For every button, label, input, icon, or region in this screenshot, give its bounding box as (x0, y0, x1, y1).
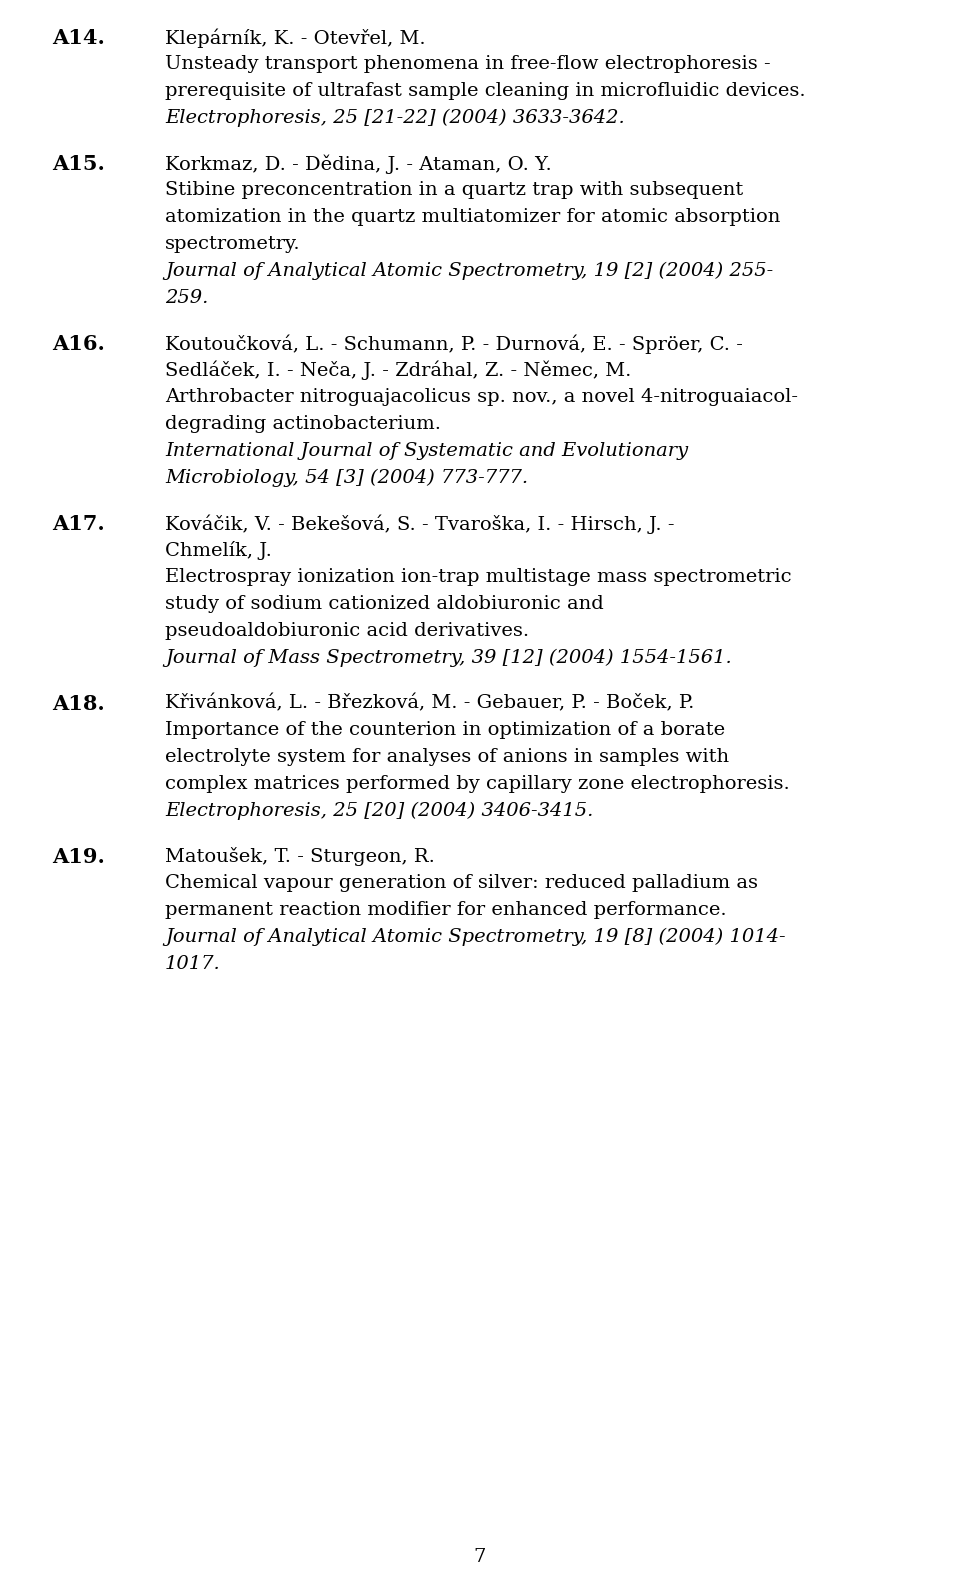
Text: Kováčik, V. - Bekešová, S. - Tvaroška, I. - Hirsch, J. -: Kováčik, V. - Bekešová, S. - Tvaroška, I… (165, 514, 675, 533)
Text: Sedláček, I. - Neča, J. - Zdráhal, Z. - Němec, M.: Sedláček, I. - Neča, J. - Zdráhal, Z. - … (165, 361, 632, 380)
Text: A18.: A18. (52, 694, 105, 714)
Text: degrading actinobacterium.: degrading actinobacterium. (165, 415, 441, 434)
Text: Matoušek, T. - Sturgeon, R.: Matoušek, T. - Sturgeon, R. (165, 847, 435, 866)
Text: Electrophoresis, 25 [21-22] (2004) 3633-3642.: Electrophoresis, 25 [21-22] (2004) 3633-… (165, 109, 625, 128)
Text: 7: 7 (474, 1549, 486, 1566)
Text: Importance of the counterion in optimization of a borate: Importance of the counterion in optimiza… (165, 721, 725, 740)
Text: A19.: A19. (52, 847, 105, 867)
Text: Unsteady transport phenomena in free-flow electrophoresis -: Unsteady transport phenomena in free-flo… (165, 55, 771, 73)
Text: Journal of Mass Spectrometry, 39 [12] (2004) 1554-1561.: Journal of Mass Spectrometry, 39 [12] (2… (165, 650, 732, 667)
Text: Electrospray ionization ion-trap multistage mass spectrometric: Electrospray ionization ion-trap multist… (165, 568, 792, 587)
Text: Electrophoresis, 25 [20] (2004) 3406-3415.: Electrophoresis, 25 [20] (2004) 3406-341… (165, 803, 593, 820)
Text: 259.: 259. (165, 289, 208, 308)
Text: Journal of Analytical Atomic Spectrometry, 19 [8] (2004) 1014-: Journal of Analytical Atomic Spectrometr… (165, 927, 785, 946)
Text: A16.: A16. (52, 334, 105, 353)
Text: electrolyte system for analyses of anions in samples with: electrolyte system for analyses of anion… (165, 747, 730, 766)
Text: atomization in the quartz multiatomizer for atomic absorption: atomization in the quartz multiatomizer … (165, 208, 780, 226)
Text: Microbiology, 54 [3] (2004) 773-777.: Microbiology, 54 [3] (2004) 773-777. (165, 468, 528, 487)
Text: Křivánková, L. - Březková, M. - Gebauer, P. - Boček, P.: Křivánková, L. - Březková, M. - Gebauer,… (165, 694, 694, 713)
Text: study of sodium cationized aldobiuronic and: study of sodium cationized aldobiuronic … (165, 595, 604, 613)
Text: Koutoučková, L. - Schumann, P. - Durnová, E. - Spröer, C. -: Koutoučková, L. - Schumann, P. - Durnová… (165, 334, 743, 353)
Text: Arthrobacter nitroguajacolicus sp. nov., a novel 4-nitroguaiacol-: Arthrobacter nitroguajacolicus sp. nov.,… (165, 388, 798, 405)
Text: Chemical vapour generation of silver: reduced palladium as: Chemical vapour generation of silver: re… (165, 874, 758, 893)
Text: complex matrices performed by capillary zone electrophoresis.: complex matrices performed by capillary … (165, 774, 790, 793)
Text: 1017.: 1017. (165, 956, 221, 973)
Text: Chmelík, J.: Chmelík, J. (165, 541, 272, 560)
Text: permanent reaction modifier for enhanced performance.: permanent reaction modifier for enhanced… (165, 900, 727, 919)
Text: International Journal of Systematic and Evolutionary: International Journal of Systematic and … (165, 442, 688, 460)
Text: Journal of Analytical Atomic Spectrometry, 19 [2] (2004) 255-: Journal of Analytical Atomic Spectrometr… (165, 262, 773, 281)
Text: A15.: A15. (52, 155, 105, 173)
Text: A17.: A17. (52, 514, 105, 535)
Text: Klepárník, K. - Otevřel, M.: Klepárník, K. - Otevřel, M. (165, 28, 425, 47)
Text: Korkmaz, D. - Dědina, J. - Ataman, O. Y.: Korkmaz, D. - Dědina, J. - Ataman, O. Y. (165, 155, 552, 173)
Text: prerequisite of ultrafast sample cleaning in microfluidic devices.: prerequisite of ultrafast sample cleanin… (165, 82, 805, 99)
Text: Stibine preconcentration in a quartz trap with subsequent: Stibine preconcentration in a quartz tra… (165, 181, 743, 199)
Text: spectrometry.: spectrometry. (165, 235, 300, 252)
Text: pseudoaldobiuronic acid derivatives.: pseudoaldobiuronic acid derivatives. (165, 621, 529, 640)
Text: A14.: A14. (52, 28, 105, 47)
